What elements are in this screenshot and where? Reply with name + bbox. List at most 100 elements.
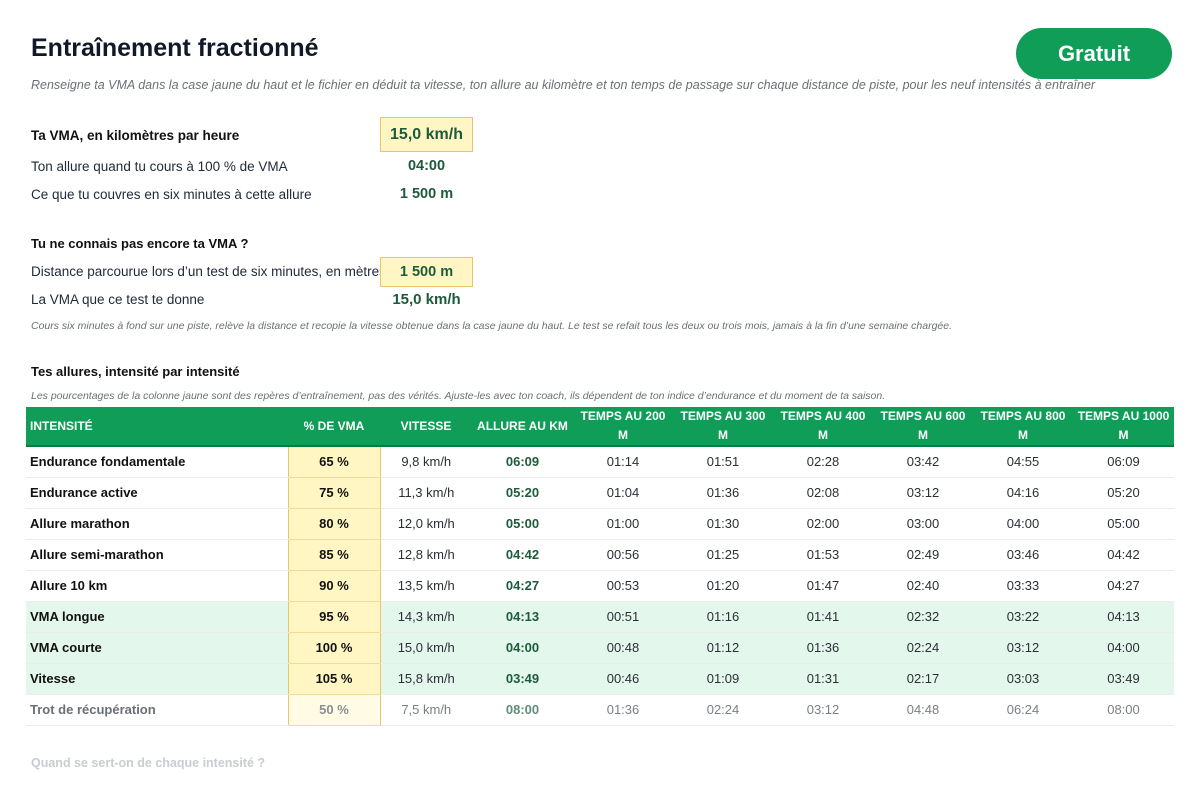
- split-time-cell: 01:25: [673, 539, 773, 571]
- test-distance-label: Distance parcourue lors d’un test de six…: [31, 264, 380, 279]
- split-time-cell: 00:48: [573, 632, 673, 664]
- split-time-cell: 01:36: [773, 632, 873, 664]
- test-note: Cours six minutes à fond sur une piste, …: [31, 320, 953, 332]
- split-time-cell: 01:30: [673, 508, 773, 540]
- split-time-cell: 04:13: [1073, 601, 1174, 633]
- test-result-value: 15,0 km/h: [392, 291, 461, 308]
- split-time-cell: 00:53: [573, 570, 673, 602]
- intensity-name: Allure marathon: [26, 508, 288, 540]
- speed-cell: 12,0 km/h: [380, 508, 472, 540]
- intensity-name: Allure 10 km: [26, 570, 288, 602]
- intensity-name: Endurance active: [26, 477, 288, 509]
- split-time-cell: 01:31: [773, 663, 873, 695]
- split-time-cell: 03:49: [1073, 663, 1174, 695]
- column-header: TEMPS AU 600 M: [873, 407, 973, 447]
- speed-cell: 14,3 km/h: [380, 601, 472, 633]
- split-time-cell: 01:20: [673, 570, 773, 602]
- paces-note: Les pourcentages de la colonne jaune son…: [31, 390, 886, 402]
- column-header: % DE VMA: [288, 407, 380, 447]
- column-header: TEMPS AU 300 M: [673, 407, 773, 447]
- intensity-name: Trot de récupération: [26, 694, 288, 726]
- split-time-cell: 01:36: [573, 694, 673, 726]
- vma-percent-input[interactable]: 50 %: [287, 694, 381, 726]
- vma-percent-input[interactable]: 95 %: [287, 601, 381, 633]
- pace-per-km-cell: 05:20: [472, 477, 573, 509]
- pace-per-km-cell: 04:00: [472, 632, 573, 664]
- split-time-cell: 01:04: [573, 477, 673, 509]
- vma-input[interactable]: 15,0 km/h: [380, 117, 473, 152]
- split-time-cell: 02:24: [673, 694, 773, 726]
- split-time-cell: 01:14: [573, 446, 673, 478]
- pace-per-km-cell: 04:42: [472, 539, 573, 571]
- split-time-cell: 04:27: [1073, 570, 1174, 602]
- split-time-cell: 01:00: [573, 508, 673, 540]
- speed-cell: 15,8 km/h: [380, 663, 472, 695]
- table-row: VMA longue 95 % 14,3 km/h 04:13 00:51 01:16 01…: [26, 601, 1174, 633]
- speed-cell: 11,3 km/h: [380, 477, 472, 509]
- split-time-cell: 02:40: [873, 570, 973, 602]
- split-time-cell: 03:03: [973, 663, 1073, 695]
- split-time-cell: 02:24: [873, 632, 973, 664]
- speed-cell: 12,8 km/h: [380, 539, 472, 571]
- vma-percent-input[interactable]: 100 %: [287, 632, 381, 664]
- pace-per-km-cell: 03:49: [472, 663, 573, 695]
- pace-label: Ton allure quand tu cours à 100 % de VMA: [31, 159, 288, 174]
- split-time-cell: 01:09: [673, 663, 773, 695]
- speed-cell: 15,0 km/h: [380, 632, 472, 664]
- intensity-name: VMA courte: [26, 632, 288, 664]
- split-time-cell: 06:09: [1073, 446, 1174, 478]
- split-time-cell: 02:00: [773, 508, 873, 540]
- column-header: TEMPS AU 400 M: [773, 407, 873, 447]
- split-time-cell: 01:51: [673, 446, 773, 478]
- split-time-cell: 04:16: [973, 477, 1073, 509]
- split-time-cell: 00:46: [573, 663, 673, 695]
- split-time-cell: 04:42: [1073, 539, 1174, 571]
- split-time-cell: 01:47: [773, 570, 873, 602]
- split-time-cell: 02:28: [773, 446, 873, 478]
- test-distance-input[interactable]: 1 500 m: [380, 257, 473, 287]
- pace-per-km-cell: 04:13: [472, 601, 573, 633]
- split-time-cell: 02:08: [773, 477, 873, 509]
- column-header: ALLURE AU KM: [472, 407, 573, 447]
- split-time-cell: 00:51: [573, 601, 673, 633]
- test-section-title: Tu ne connais pas encore ta VMA ?: [31, 236, 249, 251]
- vma-label: Ta VMA, en kilomètres par heure: [31, 128, 240, 143]
- vma-percent-input[interactable]: 65 %: [287, 446, 381, 478]
- split-time-cell: 03:42: [873, 446, 973, 478]
- split-time-cell: 06:24: [973, 694, 1073, 726]
- paces-section-title: Tes allures, intensité par intensité: [31, 364, 240, 379]
- split-time-cell: 03:00: [873, 508, 973, 540]
- column-header: TEMPS AU 1000 M: [1073, 407, 1174, 447]
- column-header: VITESSE: [380, 407, 472, 447]
- vma-percent-input[interactable]: 75 %: [287, 477, 381, 509]
- split-time-cell: 01:12: [673, 632, 773, 664]
- vma-percent-input[interactable]: 105 %: [287, 663, 381, 695]
- column-header: TEMPS AU 200 M: [573, 407, 673, 447]
- column-header: INTENSITÉ: [26, 407, 288, 447]
- vma-percent-input[interactable]: 85 %: [287, 539, 381, 571]
- table-row: VMA courte 100 % 15,0 km/h 04:00 00:48 01:12 0…: [26, 632, 1174, 664]
- split-time-cell: 00:56: [573, 539, 673, 571]
- table-row: Allure semi-marathon 85 % 12,8 km/h 04:42 00…: [26, 539, 1174, 571]
- footer-question: Quand se sert-on de chaque intensité ?: [31, 756, 266, 770]
- intensity-name: Vitesse: [26, 663, 288, 695]
- vma-percent-input[interactable]: 90 %: [287, 570, 381, 602]
- six-minutes-label: Ce que tu couvres en six minutes à cette…: [31, 187, 312, 202]
- split-time-cell: 02:49: [873, 539, 973, 571]
- vma-percent-input[interactable]: 80 %: [287, 508, 381, 540]
- speed-cell: 13,5 km/h: [380, 570, 472, 602]
- split-time-cell: 03:12: [773, 694, 873, 726]
- page-subtitle: Renseigne ta VMA dans la case jaune du h…: [31, 78, 1096, 92]
- speed-cell: 7,5 km/h: [380, 694, 472, 726]
- paces-table: INTENSITÉ % DE VMA VITESSE ALLURE AU KM …: [26, 407, 1174, 726]
- split-time-cell: 01:41: [773, 601, 873, 633]
- pace-per-km-cell: 06:09: [472, 446, 573, 478]
- table-row: Trot de récupération 50 % 7,5 km/h 08:00 01:…: [26, 694, 1174, 726]
- split-time-cell: 03:12: [973, 632, 1073, 664]
- split-time-cell: 04:00: [1073, 632, 1174, 664]
- free-badge-button[interactable]: Gratuit: [1016, 28, 1172, 79]
- split-time-cell: 04:55: [973, 446, 1073, 478]
- split-time-cell: 01:36: [673, 477, 773, 509]
- split-time-cell: 03:12: [873, 477, 973, 509]
- table-row: Endurance fondamentale 65 % 9,8 km/h 06:09 0…: [26, 446, 1174, 478]
